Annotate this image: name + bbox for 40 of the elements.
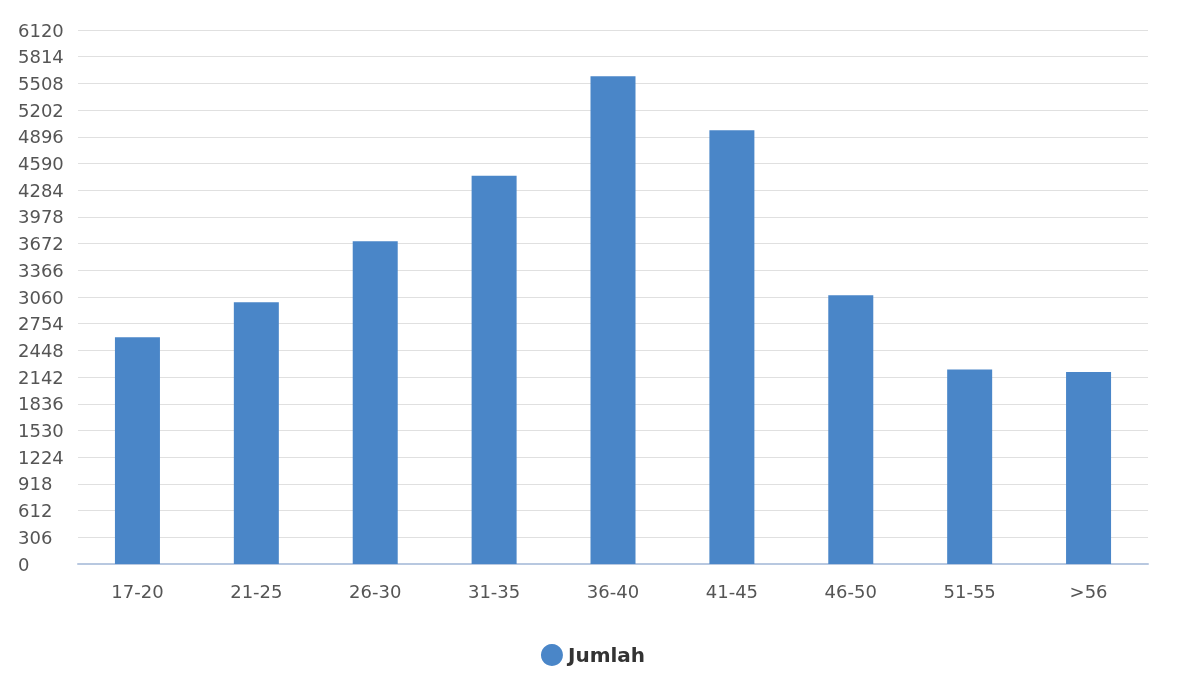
y-tick-label: 1530 <box>18 420 64 441</box>
bar <box>590 76 636 564</box>
y-tick-label: 0 <box>18 553 30 575</box>
bar <box>471 175 517 564</box>
y-tick-label: 5202 <box>18 99 64 121</box>
y-tick-label: 612 <box>18 500 53 522</box>
y-tick-label: 6120 <box>18 19 64 41</box>
y-tick-label: 4590 <box>18 153 64 174</box>
bar <box>352 241 398 564</box>
x-tick-label: 51-55 <box>943 580 996 602</box>
y-tick-label: 3978 <box>18 206 64 228</box>
y-tick-label: 918 <box>18 473 53 495</box>
y-tick-label: 4284 <box>18 179 64 201</box>
y-tick-label: 2448 <box>18 339 64 361</box>
legend-label: Jumlah <box>565 643 646 667</box>
y-tick-label: 2754 <box>18 313 64 335</box>
x-tick-label: 36-40 <box>586 580 640 602</box>
x-tick-label: 26-30 <box>349 580 402 602</box>
bar <box>828 295 874 564</box>
x-tick-label: 31-35 <box>467 580 521 602</box>
x-tick-label: 17-20 <box>111 580 164 602</box>
y-tick-label: 3672 <box>18 233 64 255</box>
x-tick-label: 21-25 <box>230 580 283 602</box>
bar <box>114 337 160 564</box>
x-tick-label: 46-50 <box>824 580 877 602</box>
bar <box>233 302 279 564</box>
x-tick-label: >56 <box>1069 580 1108 602</box>
y-tick-label: 1836 <box>18 393 64 415</box>
y-tick-label: 4896 <box>18 126 64 148</box>
bar <box>1066 372 1112 564</box>
y-tick-label: 2142 <box>18 366 64 388</box>
y-tick-label: 1224 <box>18 446 64 468</box>
y-tick-label: 3366 <box>18 259 64 281</box>
x-tick-label: 41-45 <box>705 580 759 602</box>
bar <box>947 369 993 564</box>
y-tick-label: 5508 <box>18 72 64 94</box>
bar <box>709 130 755 564</box>
y-tick-label: 5814 <box>18 46 64 68</box>
y-tick-label: 3060 <box>18 286 64 308</box>
y-tick-label: 306 <box>18 526 53 548</box>
